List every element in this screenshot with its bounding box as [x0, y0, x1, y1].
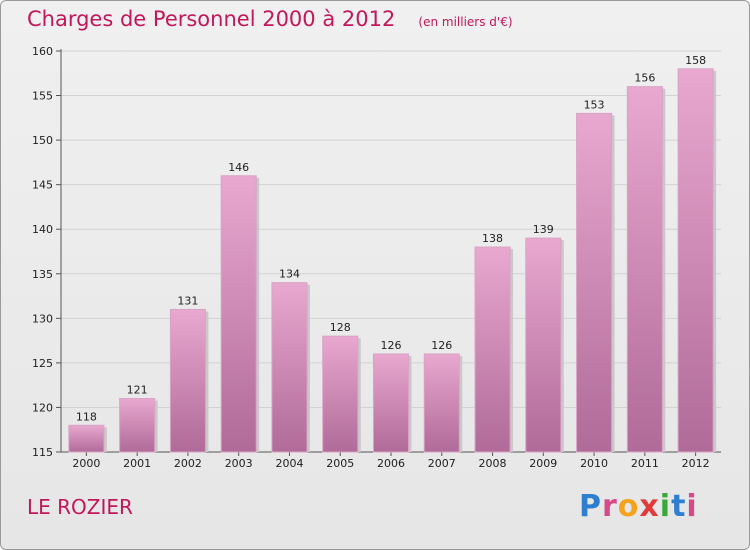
logo-letter: x — [639, 489, 660, 524]
x-tick-label-2002: 2002 — [174, 457, 202, 470]
bar-2007 — [423, 353, 460, 453]
location-label: LE ROZIER — [27, 495, 133, 519]
bar-2000 — [68, 424, 105, 453]
bar-2010 — [576, 112, 613, 453]
bar-2004 — [271, 282, 308, 453]
labels: 115 120 125 130 135 140 145 150 155 160 2000 118 200… — [32, 45, 710, 470]
data-label-2003: 146 — [228, 161, 249, 174]
data-label-2001: 121 — [127, 384, 148, 397]
bar-2008 — [474, 246, 511, 453]
data-label-2002: 131 — [177, 294, 198, 307]
data-label-2009: 139 — [533, 223, 554, 236]
y-tick-label-150: 150 — [32, 134, 53, 147]
logo-letter: i — [659, 489, 672, 524]
data-label-2012: 158 — [685, 54, 706, 67]
x-tick-label-2010: 2010 — [580, 457, 608, 470]
x-tick-label-2011: 2011 — [631, 457, 659, 470]
chart-title: Charges de Personnel 2000 à 2012 — [27, 7, 396, 31]
x-tick-label-2006: 2006 — [377, 457, 405, 470]
data-label-2005: 128 — [330, 321, 351, 334]
proxiti-logo[interactable]: Proxiti — [579, 489, 698, 524]
y-tick-label-135: 135 — [32, 268, 53, 281]
data-label-2007: 126 — [431, 339, 452, 352]
y-tick-label-115: 115 — [32, 446, 53, 459]
logo-letter: t — [671, 489, 687, 524]
bar-2001 — [119, 398, 156, 453]
x-tick-label-2004: 2004 — [275, 457, 303, 470]
y-tick-label-140: 140 — [32, 223, 53, 236]
x-tick-label-2005: 2005 — [326, 457, 354, 470]
x-tick-label-2003: 2003 — [225, 457, 253, 470]
y-tick-label-145: 145 — [32, 179, 53, 192]
y-tick-label-160: 160 — [32, 45, 53, 58]
x-tick-label-2000: 2000 — [72, 457, 100, 470]
bars — [68, 68, 717, 453]
logo-letter: i — [686, 489, 698, 524]
bar-2012 — [677, 68, 714, 453]
logo-letter: r — [602, 489, 618, 524]
logo-letter: o — [617, 489, 640, 524]
x-tick-label-2009: 2009 — [529, 457, 557, 470]
bar-2002 — [169, 308, 206, 453]
data-label-2006: 126 — [381, 339, 402, 352]
x-tick-label-2012: 2012 — [682, 457, 710, 470]
y-tick-label-130: 130 — [32, 312, 53, 325]
logo-letter: P — [579, 489, 602, 524]
chart-subtitle: (en milliers d'€) — [418, 15, 513, 29]
data-label-2004: 134 — [279, 268, 300, 281]
bar-2011 — [626, 86, 663, 453]
data-label-2010: 153 — [584, 98, 605, 111]
bar-2005 — [322, 335, 359, 453]
data-label-2008: 138 — [482, 232, 503, 245]
data-label-2000: 118 — [76, 410, 97, 423]
y-tick-label-125: 125 — [32, 357, 53, 370]
x-tick-label-2008: 2008 — [479, 457, 507, 470]
bar-2003 — [220, 175, 257, 453]
y-tick-label-120: 120 — [32, 401, 53, 414]
x-tick-label-2001: 2001 — [123, 457, 151, 470]
bar-2006 — [372, 353, 410, 453]
data-label-2011: 156 — [634, 72, 655, 85]
chart-header: Charges de Personnel 2000 à 2012 (en mil… — [27, 7, 513, 31]
x-tick-label-2007: 2007 — [428, 457, 456, 470]
bar-2009 — [525, 237, 562, 453]
y-tick-label-155: 155 — [32, 90, 53, 103]
